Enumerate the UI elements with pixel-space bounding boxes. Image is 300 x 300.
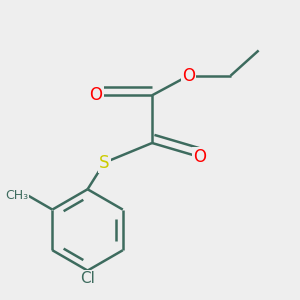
Text: S: S: [99, 154, 110, 172]
Text: O: O: [193, 148, 206, 166]
Text: O: O: [89, 86, 103, 104]
Text: O: O: [182, 67, 195, 85]
Text: CH₃: CH₃: [5, 189, 28, 202]
Text: Cl: Cl: [80, 272, 95, 286]
